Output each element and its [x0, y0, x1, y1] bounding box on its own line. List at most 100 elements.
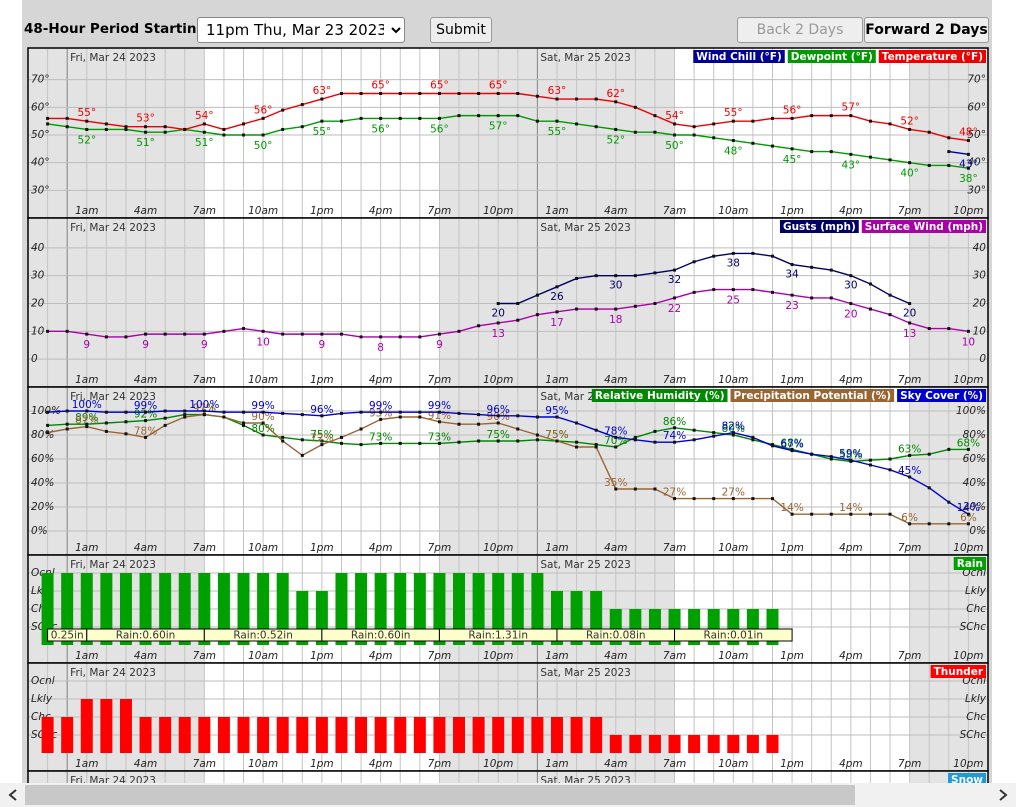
- point: [966, 447, 970, 451]
- period-select[interactable]: 11pm Thu, Mar 23 2023: [197, 17, 405, 43]
- point: [124, 125, 128, 129]
- x-tick-label: 1am: [545, 374, 568, 386]
- point: [124, 335, 128, 339]
- x-tick-label: 1am: [75, 650, 98, 662]
- value-label: 100%: [72, 399, 102, 411]
- scroll-left-arrow[interactable]: [8, 789, 17, 801]
- forecast-graph: Fri, Mar 24 2023 Sat, Mar 25 2023 30° 30° 40…: [22, 0, 992, 783]
- point: [85, 119, 89, 123]
- point: [692, 428, 696, 432]
- point: [65, 409, 69, 413]
- night-shading: [28, 387, 205, 555]
- bar: [119, 573, 132, 645]
- point: [633, 274, 637, 278]
- point: [477, 324, 481, 328]
- point: [790, 293, 794, 297]
- x-tick-label: 10am: [248, 542, 278, 554]
- x-tick-label: 7pm: [428, 205, 452, 217]
- value-label: 75%: [310, 429, 333, 441]
- value-label: 82%: [722, 421, 745, 433]
- point: [731, 288, 735, 292]
- point: [849, 152, 853, 156]
- point: [65, 116, 69, 120]
- scroll-right-arrow[interactable]: [999, 789, 1008, 801]
- bar: [453, 717, 466, 753]
- x-tick-label: 7am: [663, 374, 686, 386]
- x-tick-label: 1pm: [780, 758, 804, 770]
- legend-swatch: [730, 389, 895, 402]
- point: [379, 417, 383, 421]
- bar: [668, 735, 681, 753]
- point: [888, 122, 892, 126]
- point: [731, 139, 735, 143]
- bar: [119, 699, 132, 753]
- value-label: 96%: [487, 404, 510, 416]
- y-tick-label: 70°: [31, 74, 50, 86]
- value-label: 40°: [900, 168, 919, 180]
- value-label: 20: [903, 308, 916, 320]
- submit-button[interactable]: Submit: [430, 17, 492, 43]
- x-tick-label: 7am: [193, 374, 216, 386]
- scroll-thumb[interactable]: [25, 785, 855, 805]
- point: [927, 452, 931, 456]
- point: [673, 497, 677, 501]
- point: [281, 108, 285, 112]
- forward-button[interactable]: Forward 2 Days: [864, 17, 989, 43]
- x-tick-label: 1pm: [780, 374, 804, 386]
- point: [437, 441, 441, 445]
- scrollbar[interactable]: [0, 783, 1016, 807]
- y-tick-label-right: 0%: [969, 525, 986, 537]
- y-tick-label-right: Lkly: [965, 693, 987, 705]
- value-label: 72%: [310, 433, 333, 445]
- x-tick-label: 10am: [718, 758, 748, 770]
- back-button[interactable]: Back 2 Days: [737, 17, 863, 43]
- point: [966, 139, 970, 143]
- value-label: 55°: [313, 126, 332, 138]
- x-tick-label: 4am: [134, 542, 157, 554]
- value-label: 80%: [251, 423, 274, 435]
- point: [712, 497, 716, 501]
- point: [496, 321, 500, 325]
- point: [908, 475, 912, 479]
- value-label: 57°: [489, 121, 508, 133]
- point: [163, 125, 167, 129]
- day-label: Sat, Mar 25 2023: [540, 559, 630, 571]
- x-tick-label: 4pm: [839, 758, 863, 770]
- point: [222, 133, 226, 137]
- value-label: 30: [844, 280, 857, 292]
- value-label: 78%: [134, 425, 157, 437]
- rain-total-label: Rain:0.08in: [586, 630, 646, 642]
- bar: [41, 717, 54, 753]
- point: [496, 92, 500, 95]
- point: [966, 152, 970, 156]
- y-tick-label-right: 30°: [967, 184, 986, 196]
- point: [751, 141, 755, 145]
- point: [46, 116, 50, 120]
- point: [496, 439, 500, 443]
- point: [516, 92, 520, 95]
- point: [594, 445, 598, 449]
- value-label: 27%: [663, 487, 686, 499]
- point: [457, 411, 461, 415]
- point: [261, 410, 265, 414]
- value-label: 48°: [724, 146, 743, 158]
- x-tick-label: 7pm: [428, 650, 452, 662]
- point: [281, 439, 285, 443]
- point: [477, 92, 481, 95]
- value-label: 52°: [77, 134, 96, 146]
- x-tick-label: 10pm: [483, 205, 513, 217]
- point: [594, 125, 598, 129]
- point: [144, 125, 148, 129]
- y-tick-label-right: 70°: [967, 74, 986, 86]
- value-label: 9: [319, 339, 326, 351]
- point: [575, 122, 579, 126]
- x-tick-label: 1pm: [780, 542, 804, 554]
- bar: [237, 717, 250, 753]
- x-tick-label: 7pm: [898, 205, 922, 217]
- value-label: 45°: [783, 154, 802, 166]
- legend-swatch: [693, 50, 785, 63]
- point: [731, 497, 735, 501]
- y-tick-label-right: 60%: [963, 453, 986, 465]
- point: [673, 426, 677, 430]
- value-label: 18: [609, 314, 622, 326]
